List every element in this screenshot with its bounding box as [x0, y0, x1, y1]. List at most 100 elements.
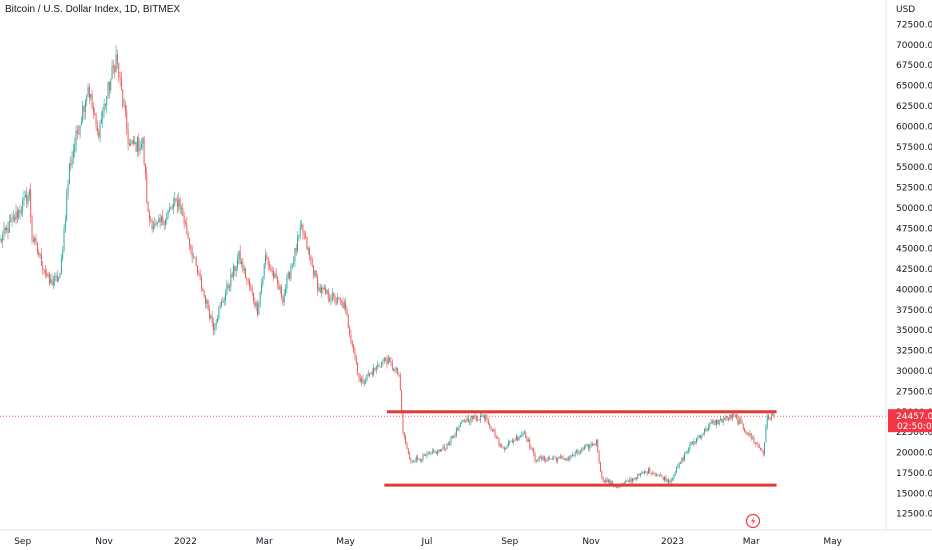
candle-body — [381, 361, 383, 368]
candle-body — [390, 361, 392, 363]
candle-body — [159, 218, 161, 223]
candle-body — [430, 452, 432, 454]
candle-body — [38, 251, 40, 256]
candle-body — [299, 226, 301, 236]
candle-body — [522, 433, 524, 435]
candle-body — [267, 259, 269, 266]
candle-body — [306, 237, 308, 250]
time-tick-label: Sep — [501, 537, 518, 547]
candle-body — [642, 472, 644, 474]
candle-body — [277, 276, 279, 284]
candle-body — [622, 483, 624, 484]
candle-body — [582, 448, 584, 450]
candle-body — [423, 454, 425, 456]
candle-body — [34, 238, 36, 242]
candle-body — [274, 273, 276, 278]
candle-body — [199, 273, 201, 279]
candle-body — [684, 453, 685, 461]
price-tick-label: 67500.00 — [896, 61, 932, 71]
replay-lightning-icon[interactable] — [745, 513, 761, 529]
candle-body — [734, 414, 736, 416]
candle-body — [293, 262, 295, 265]
candle-body — [529, 439, 531, 449]
price-tick-label: 30000.00 — [896, 367, 932, 377]
candle-body — [669, 481, 671, 483]
candle-body — [634, 477, 636, 480]
candle-body — [148, 211, 150, 220]
candle-body — [541, 457, 543, 460]
candle-body — [365, 380, 367, 384]
candle-body — [455, 428, 457, 437]
candle-body — [143, 137, 145, 165]
candle-body — [229, 287, 230, 289]
candle-body — [749, 433, 751, 436]
time-tick-label: Nov — [95, 537, 113, 547]
candle-body — [714, 420, 716, 425]
candle-body — [185, 223, 186, 225]
candle-body — [19, 210, 21, 213]
candle-body — [463, 419, 465, 421]
candle-body — [46, 273, 48, 276]
candle-body — [539, 456, 541, 458]
candle-body — [114, 66, 116, 73]
candle-body — [672, 478, 673, 480]
candle-body — [589, 445, 591, 449]
candle-body — [485, 417, 487, 420]
candle-body — [341, 301, 343, 302]
candle-body — [239, 250, 241, 264]
candle-body — [179, 198, 181, 210]
candle-body — [26, 194, 28, 204]
candle-body — [406, 443, 408, 450]
candle-body — [409, 453, 411, 460]
candle-body — [688, 449, 689, 452]
candle-body — [18, 210, 20, 218]
candle-body — [414, 461, 416, 463]
candle-body — [750, 433, 752, 439]
candle-body — [422, 454, 424, 460]
candle-body — [736, 415, 738, 418]
candle-body — [551, 458, 553, 460]
candle-body — [357, 362, 359, 374]
candle-body — [74, 145, 76, 152]
candle-body — [156, 222, 158, 224]
candle-body — [573, 455, 575, 457]
price-tick-label: 70000.00 — [896, 41, 932, 51]
candle-body — [441, 449, 443, 451]
candle-body — [768, 415, 770, 419]
candle-body — [210, 316, 212, 319]
candle-body — [342, 301, 344, 309]
candle-body — [355, 356, 357, 363]
candle-body — [183, 216, 185, 224]
price-tick-label: 47500.00 — [896, 224, 932, 234]
candle-body — [692, 442, 693, 445]
candle-body — [549, 457, 551, 459]
candle-body — [79, 124, 81, 135]
candle-body — [399, 375, 401, 391]
candle-body — [108, 81, 110, 91]
candle-body — [772, 414, 774, 416]
candle-body — [226, 284, 228, 294]
candle-body — [411, 461, 413, 463]
candle-body — [705, 428, 707, 432]
candle-body — [498, 437, 500, 446]
candle-body — [160, 216, 162, 223]
candle-body — [537, 460, 539, 462]
candle-body — [319, 287, 321, 293]
candle-body — [206, 299, 208, 304]
candle-body — [190, 245, 192, 250]
candle-body — [526, 438, 528, 442]
candle-body — [62, 250, 64, 260]
candle-body — [126, 111, 128, 129]
candle-body — [327, 290, 329, 299]
candle-body — [397, 368, 399, 375]
time-axis[interactable]: Sep Nov 2022 Mar May Jul Sep Nov 2023 Mar May — [14, 537, 842, 547]
candle-body — [88, 87, 90, 98]
price-axis[interactable]: 12500.00 15000.00 17500.00 20000.00 22500.00… — [896, 20, 932, 519]
candle-body — [298, 235, 300, 238]
candle-body — [76, 130, 78, 134]
candle-body — [531, 448, 533, 450]
candle-body — [402, 411, 404, 433]
candle-body — [370, 372, 372, 374]
